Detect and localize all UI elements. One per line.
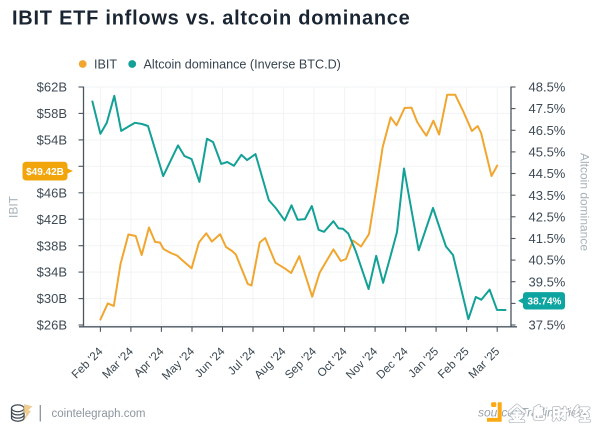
svg-text:$34B: $34B xyxy=(37,265,67,280)
svg-text:44.5%: 44.5% xyxy=(529,166,566,181)
svg-text:45.5%: 45.5% xyxy=(529,145,566,160)
svg-text:46.5%: 46.5% xyxy=(529,123,566,138)
svg-text:IBIT: IBIT xyxy=(94,58,117,72)
svg-text:IBIT: IBIT xyxy=(7,195,21,218)
svg-text:39.5%: 39.5% xyxy=(529,274,566,289)
svg-text:48.5%: 48.5% xyxy=(529,80,566,95)
svg-text:43.5%: 43.5% xyxy=(529,188,566,203)
svg-text:41.5%: 41.5% xyxy=(529,231,566,246)
svg-text:37.5%: 37.5% xyxy=(529,318,566,333)
svg-text:Altcoin dominance: Altcoin dominance xyxy=(578,153,592,251)
svg-text:$62B: $62B xyxy=(37,80,67,95)
svg-text:$46B: $46B xyxy=(37,185,67,200)
svg-text:$26B: $26B xyxy=(37,318,67,333)
svg-text:$42B: $42B xyxy=(37,212,67,227)
svg-text:IBIT ETF inflows vs. altcoin d: IBIT ETF inflows vs. altcoin dominance xyxy=(12,8,411,30)
svg-text:$30B: $30B xyxy=(37,291,67,306)
svg-text:47.5%: 47.5% xyxy=(529,101,566,116)
svg-text:$54B: $54B xyxy=(37,133,67,148)
svg-text:$49.42B: $49.42B xyxy=(26,167,64,178)
svg-text:40.5%: 40.5% xyxy=(529,253,566,268)
svg-text:Altcoin dominance (Inverse BTC: Altcoin dominance (Inverse BTC.D) xyxy=(144,58,341,72)
svg-text:$58B: $58B xyxy=(37,106,67,121)
svg-text:42.5%: 42.5% xyxy=(529,209,566,224)
svg-text:cointelegraph.com: cointelegraph.com xyxy=(52,408,146,420)
svg-text:$38B: $38B xyxy=(37,238,67,253)
svg-text:38.74%: 38.74% xyxy=(528,297,562,308)
